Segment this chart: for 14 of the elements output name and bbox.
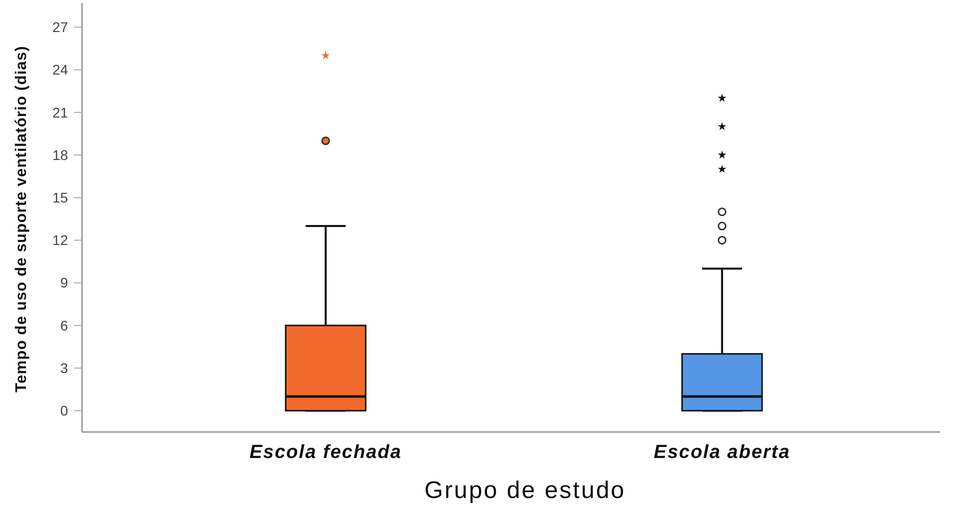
y-tick-label: 6: [60, 317, 68, 334]
y-tick-label: 3: [60, 360, 68, 376]
y-tick-label: 21: [52, 104, 68, 120]
y-tick-label: 27: [52, 19, 68, 36]
y-tick-label: 12: [52, 232, 68, 248]
x-axis-title: Grupo de estudo: [424, 477, 626, 504]
y-tick-label: 15: [52, 190, 68, 206]
y-tick-label: 18: [52, 146, 68, 163]
x-tick-label: Escola aberta: [654, 442, 790, 463]
x-tick-label: Escola fechada: [250, 442, 402, 463]
y-tick-label: 0: [60, 402, 68, 419]
y-axis-title: Tempo de uso de suporte ventilatório (dias): [13, 46, 30, 392]
y-tick-label: 9: [60, 274, 68, 291]
y-tick-label: 24: [52, 62, 68, 78]
